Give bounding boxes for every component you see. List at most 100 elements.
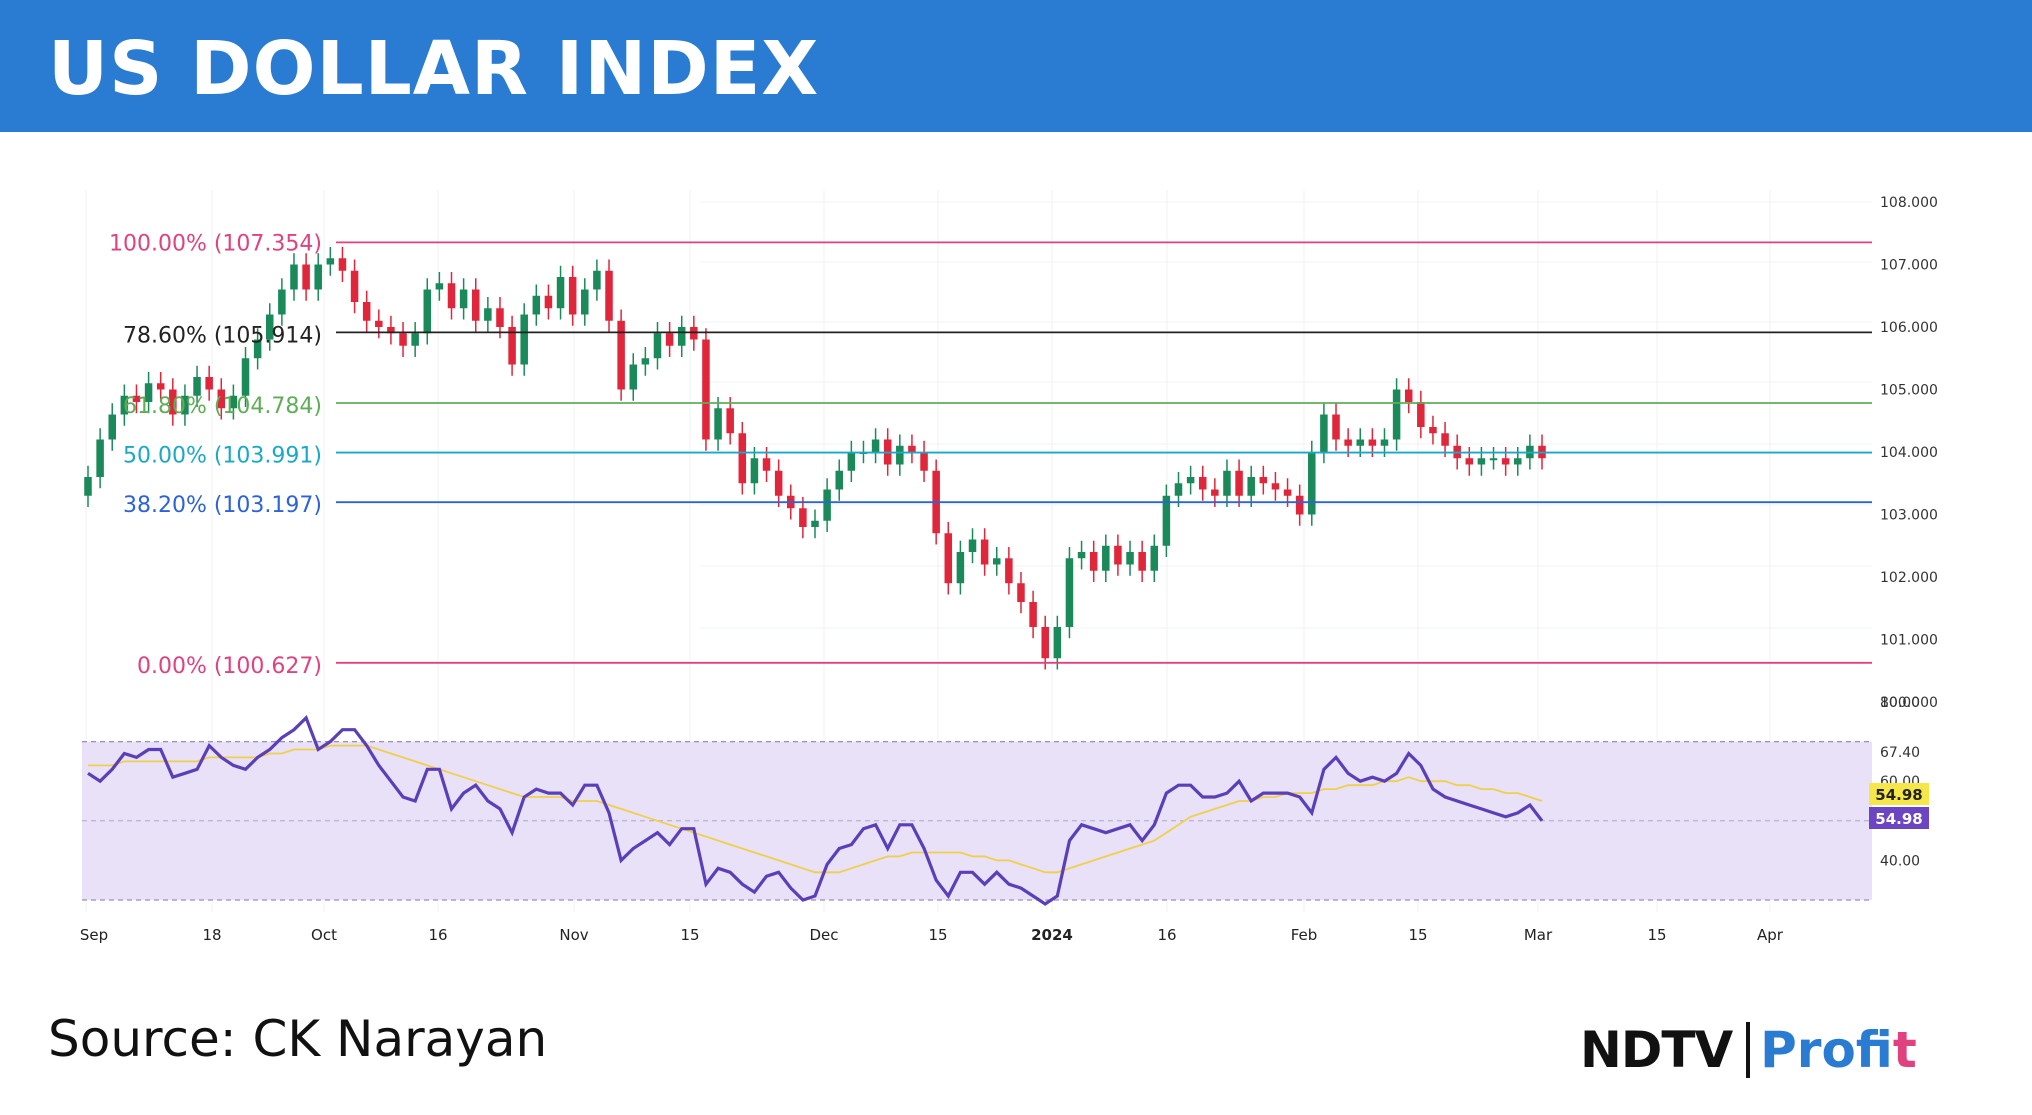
candle-body (1259, 477, 1268, 484)
candle-body (1271, 483, 1280, 490)
candle-body (1368, 439, 1377, 446)
x-tick-label: Sep (80, 926, 108, 944)
candle-body (338, 258, 347, 271)
x-tick-label: 18 (202, 926, 221, 944)
candle-body (1380, 439, 1389, 446)
candle-body (738, 433, 747, 484)
candle-body (1186, 477, 1195, 484)
logo-ndtv-text: NDTV (1580, 1021, 1733, 1079)
candle-body (799, 508, 807, 527)
logo-profit-text: Profit (1760, 1021, 1917, 1079)
brand-logo: NDTV Profit (1580, 1020, 1917, 1080)
candle-body (84, 477, 92, 496)
rsi-value-text: 54.98 (1875, 810, 1922, 828)
candle-body (1053, 627, 1062, 659)
candle-body (847, 452, 856, 471)
candle-body (217, 389, 226, 409)
candle-body (896, 445, 904, 465)
candle-body (1162, 495, 1171, 546)
candle-body (1344, 439, 1352, 446)
y-tick-label: 107.000 (1880, 258, 1938, 274)
rsi-tick-label: 40.00 (1880, 853, 1920, 869)
candle-body (641, 358, 650, 365)
candle-body (1211, 489, 1219, 496)
x-tick-label: 16 (1157, 926, 1176, 944)
candle-body (1174, 483, 1183, 496)
candle-body (1283, 489, 1292, 496)
x-tick-label: Nov (559, 926, 588, 944)
header-bar: US DOLLAR INDEX (0, 0, 2032, 132)
candle-body (1150, 545, 1159, 571)
candle-body (1235, 470, 1243, 496)
candle-body (1247, 477, 1255, 496)
candle-body (593, 270, 601, 290)
candle-body (181, 395, 189, 415)
y-tick-label: 105.000 (1880, 383, 1938, 399)
candle-body (253, 339, 262, 359)
candle-body (205, 377, 213, 390)
candle-body (665, 333, 674, 346)
candle-body (484, 308, 492, 321)
candle-body (169, 389, 177, 415)
x-tick-label: Feb (1291, 926, 1318, 944)
y-tick-label: 101.000 (1880, 633, 1938, 649)
candle-body (1392, 389, 1401, 440)
source-credit: Source: CK Narayan (48, 1010, 548, 1068)
fib-label: 100.00% (107.354) (109, 231, 322, 256)
x-tick-label: Oct (311, 926, 337, 944)
candle-body (835, 470, 843, 490)
candle-body (326, 258, 335, 265)
candle-body (1029, 602, 1037, 627)
candle-body (362, 302, 371, 321)
candle-body (774, 470, 783, 496)
candle-body (568, 277, 577, 315)
candle-body (435, 283, 444, 290)
candle-body (762, 458, 771, 471)
candle-body (908, 445, 916, 452)
candle-body (992, 558, 1001, 565)
candle-body (265, 314, 274, 340)
candle-body (1077, 552, 1086, 559)
candle-body (132, 395, 141, 402)
candle-body (411, 333, 419, 346)
candle-body (508, 327, 516, 365)
rsi-ma-value-text: 54.98 (1875, 786, 1922, 804)
candle-body (811, 520, 819, 527)
candle-body (1295, 495, 1304, 515)
candle-body (1356, 439, 1365, 446)
candle-body (496, 308, 504, 327)
candle-body (120, 395, 129, 415)
x-tick-label: Apr (1757, 926, 1784, 944)
y-tick-label: 104.000 (1880, 445, 1938, 461)
candle-body (1041, 627, 1049, 659)
x-tick-label: 16 (428, 926, 447, 944)
candle-body (653, 333, 662, 359)
candle-body (1017, 583, 1025, 602)
candle-body (108, 414, 116, 440)
candle-body (193, 377, 201, 396)
candle-body (350, 270, 359, 302)
y-tick-label: 100.000 (1880, 695, 1938, 711)
candle-body (726, 408, 734, 434)
candle-body (617, 320, 625, 390)
candle-body (956, 552, 965, 584)
candle-body (1089, 552, 1098, 571)
rsi-line (87, 714, 1544, 906)
candle-body (144, 383, 153, 402)
logo-divider (1746, 1022, 1751, 1078)
x-tick-label: Dec (809, 926, 838, 944)
candle-body (423, 289, 432, 334)
x-tick-label: 15 (1408, 926, 1427, 944)
candle-body (556, 277, 565, 309)
candle-body (1005, 558, 1013, 584)
candle-body (980, 539, 989, 565)
page-title: US DOLLAR INDEX (48, 26, 820, 112)
candle-body (714, 408, 722, 440)
rsi-ma-line (88, 744, 1543, 874)
candle-body (629, 364, 638, 390)
candle-body (1320, 414, 1328, 452)
candle-body (1465, 458, 1474, 465)
candle-body (702, 339, 710, 440)
y-tick-label: 102.000 (1880, 570, 1938, 586)
